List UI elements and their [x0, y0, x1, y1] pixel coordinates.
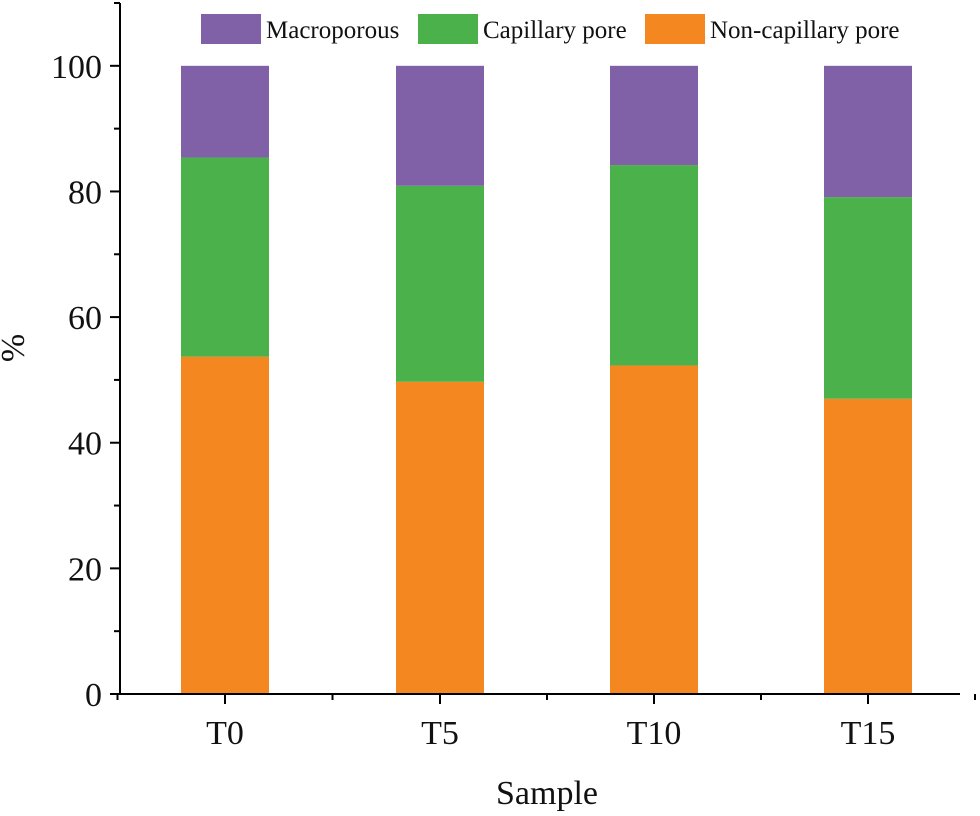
x-tick-label-t0: T0 — [206, 715, 244, 752]
y-axis-title: % — [0, 334, 32, 362]
x-tick-label-t15: T15 — [841, 715, 896, 752]
x-tick-label-t10: T10 — [627, 715, 682, 752]
bar-segment-t15-capillary-pore — [824, 197, 912, 399]
y-tick-label: 100 — [51, 49, 102, 86]
y-tick-label: 40 — [68, 426, 102, 463]
bar-segment-t5-macroporous — [396, 65, 484, 186]
x-axis-title: Sample — [496, 775, 598, 812]
x-tick-label-t5: T5 — [421, 715, 459, 752]
bar-segment-t5-non-capillary-pore — [396, 381, 484, 694]
y-tick-label: 80 — [68, 174, 102, 211]
y-tick-label: 20 — [68, 551, 102, 588]
axes-group: 0 20 40 60 80 100 T0 T5 T10 T15 — [51, 2, 976, 752]
bar-segment-t10-macroporous — [610, 65, 698, 166]
legend: Macroporous Capillary pore Non-capillary p… — [201, 14, 900, 44]
bar-segment-t0-non-capillary-pore — [181, 356, 269, 694]
bar-segment-t0-capillary-pore — [181, 157, 269, 357]
legend-swatch-non-capillary-pore — [645, 14, 705, 44]
bar-segment-t5-capillary-pore — [396, 185, 484, 382]
bar-segment-t0-macroporous — [181, 65, 269, 158]
bar-segment-t10-non-capillary-pore — [610, 365, 698, 694]
y-tick-label: 0 — [85, 677, 102, 714]
legend-label-macroporous: Macroporous — [266, 17, 399, 44]
bar-segment-t15-macroporous — [824, 65, 912, 198]
bars-group — [181, 65, 912, 694]
legend-label-non-capillary-pore: Non-capillary pore — [710, 17, 900, 44]
bar-segment-t10-capillary-pore — [610, 165, 698, 366]
legend-label-capillary-pore: Capillary pore — [483, 17, 627, 44]
legend-swatch-macroporous — [201, 14, 261, 44]
bar-segment-t15-non-capillary-pore — [824, 398, 912, 694]
legend-swatch-capillary-pore — [418, 14, 478, 44]
y-tick-label: 60 — [68, 300, 102, 337]
